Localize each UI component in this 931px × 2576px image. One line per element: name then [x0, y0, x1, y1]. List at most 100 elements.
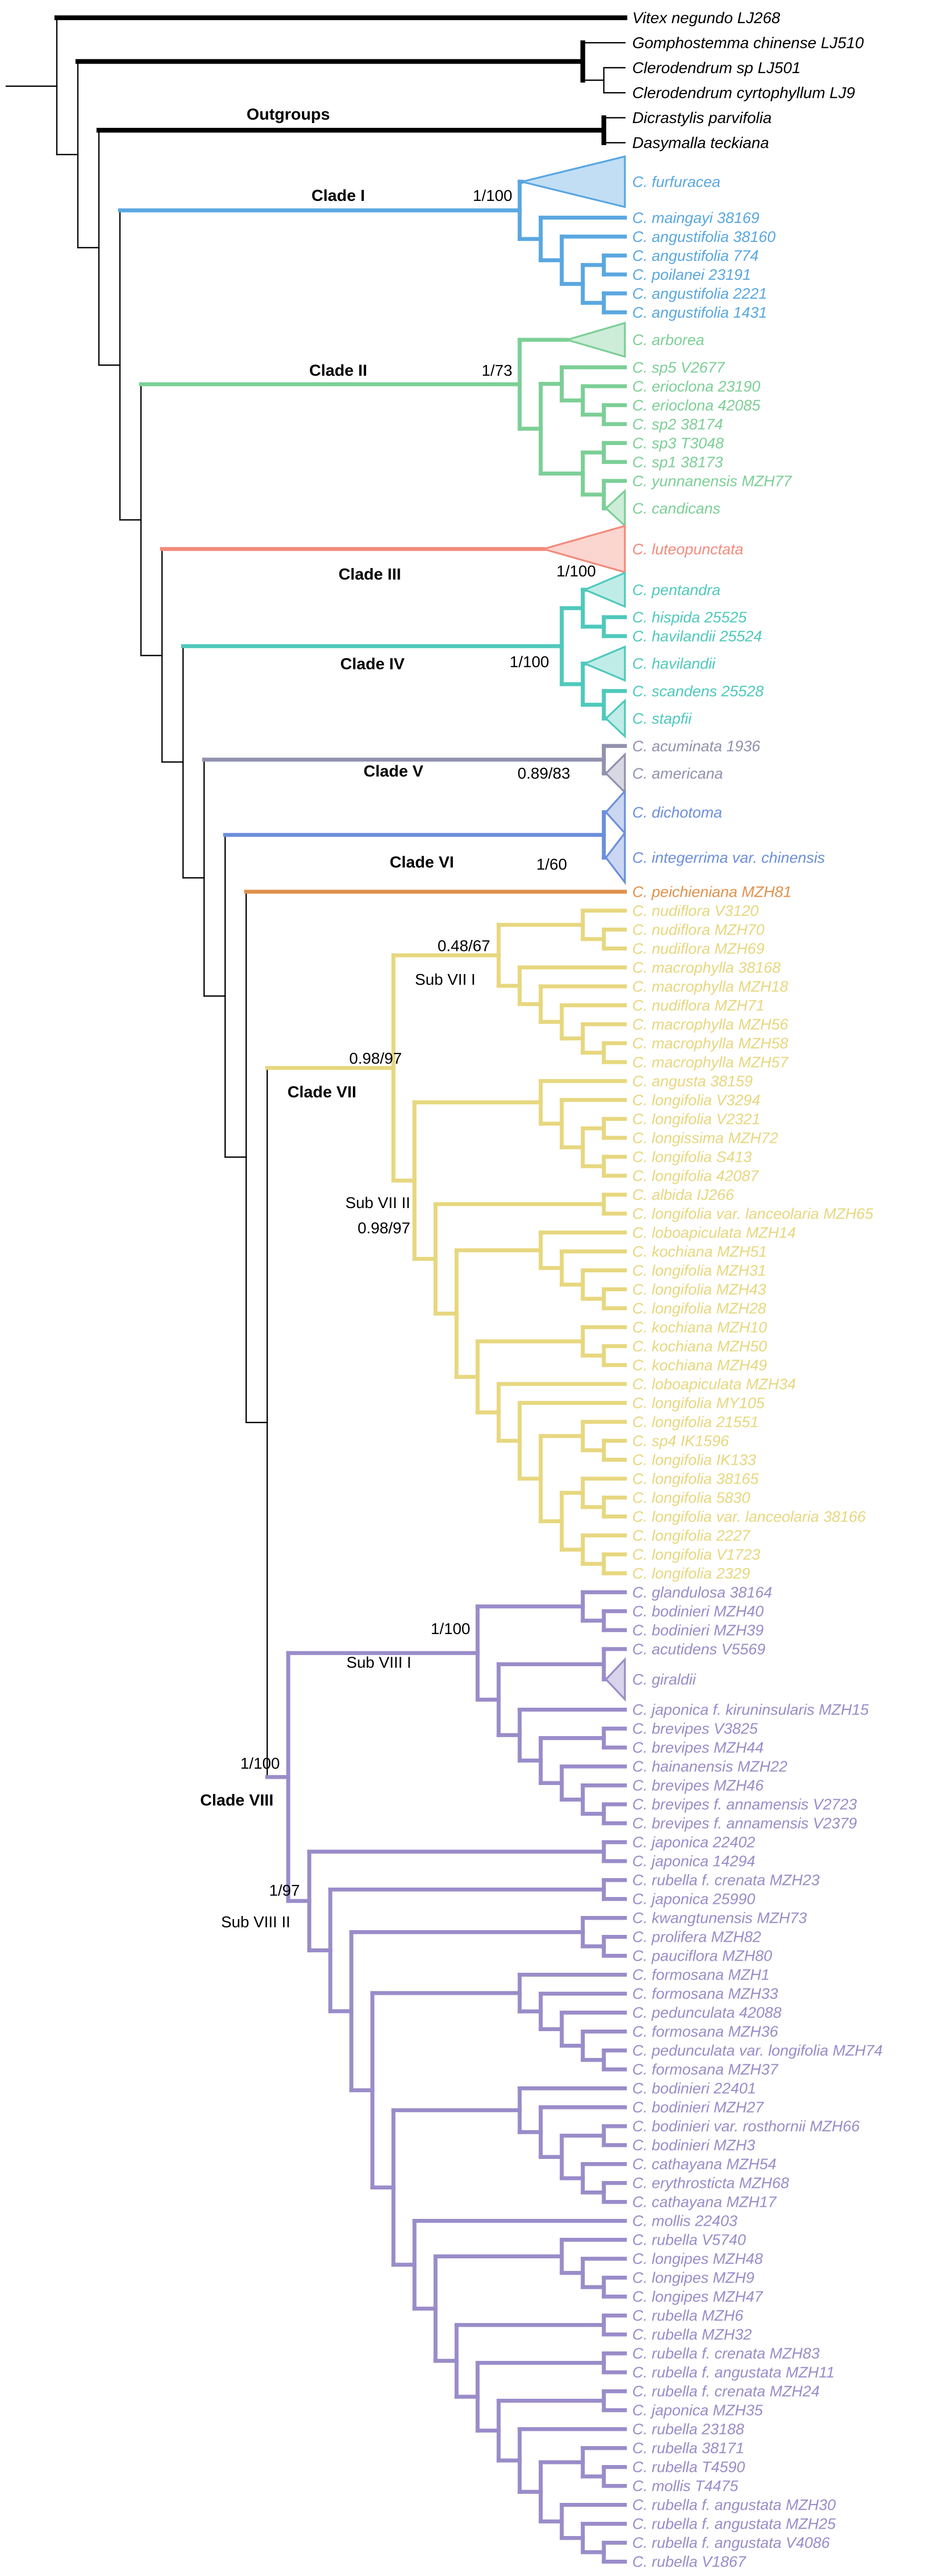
taxon-label: C. yunnanensis MZH77 [632, 473, 793, 490]
support-value: 0.89/83 [518, 765, 570, 782]
taxon-label: C. erioclona 42085 [632, 397, 761, 414]
taxon-label: C. giraldii [632, 1671, 696, 1688]
taxon-label: C. formosana MZH36 [632, 2024, 778, 2041]
taxon-label: C. bodinieri MZH3 [632, 2137, 755, 2154]
taxon-label: C. rubella f. crenata MZH24 [632, 2384, 819, 2400]
collapsed-clade-triangle [540, 524, 626, 574]
taxon-label: C. angustifolia 38160 [632, 229, 775, 246]
clade-label: Clade VIII [200, 1791, 274, 1809]
taxon-label: C. rubella f. angustata V4086 [632, 2535, 831, 2552]
support-value: 1/60 [537, 856, 567, 874]
taxon-label: C. longifolia V1723 [632, 1547, 760, 1564]
taxon-label: C. macrophylla MZH18 [632, 979, 788, 996]
collapsed-clade-triangle [582, 645, 626, 682]
clade-label: Outgroups [247, 105, 330, 124]
taxon-label: C. angustifolia 2221 [632, 286, 767, 302]
taxon-label: C. cathayana MZH54 [632, 2156, 776, 2173]
taxon-label: C. longissima MZH72 [632, 1130, 778, 1147]
taxon-label: C. sp1 38173 [632, 454, 723, 471]
taxon-label: C. longifolia 21551 [632, 1414, 758, 1431]
clade-label: Clade IV [340, 655, 405, 673]
taxon-label: C. brevipes f. annamensis V2379 [632, 1816, 857, 1832]
taxon-label: C. brevipes f. annamensis V2723 [632, 1797, 857, 1813]
taxon-label: C. nudiflora MZH71 [632, 998, 764, 1015]
taxon-label: C. pedunculata 42088 [632, 2005, 782, 2022]
collapsed-clade-triangle [563, 321, 626, 358]
taxon-label: C. nudiflora MZH69 [632, 941, 764, 958]
taxon-label: C. rubella f. angustata MZH11 [632, 2365, 835, 2381]
clade-label: Clade VII [288, 1083, 357, 1101]
taxon-label: C. longifolia 42087 [632, 1168, 760, 1185]
support-value: 1/100 [510, 654, 549, 671]
clade-label: Sub VIII I [347, 1654, 411, 1671]
taxon-label: C. glandulosa 38164 [632, 1585, 772, 1601]
taxon-label: C. stapfii [632, 711, 692, 727]
taxon-label: C. loboapiculata MZH34 [632, 1376, 796, 1393]
clade-label: Sub VII II [346, 1194, 410, 1212]
taxon-label: C. peichieniana MZH81 [632, 884, 792, 901]
taxon-label: C. longifolia MZH31 [632, 1263, 766, 1280]
taxon-label: Gomphostemma chinense LJ510 [632, 34, 864, 52]
taxon-label: C. longifolia MZH28 [632, 1301, 766, 1317]
taxon-label: C. rubella V1867 [632, 2554, 747, 2571]
taxon-label: C. integerrima var. chinensis [632, 850, 825, 867]
taxon-label: C. arborea [632, 332, 704, 349]
taxon-label: C. sp4 IK1596 [632, 1433, 730, 1450]
taxon-label: C. longifolia 2329 [632, 1566, 750, 1583]
support-value: 1/97 [269, 1882, 300, 1900]
taxon-label: C. bodinieri 22401 [632, 2081, 756, 2097]
support-value: 1/100 [556, 563, 596, 580]
taxon-label: C. kochiana MZH51 [632, 1244, 767, 1261]
taxon-label: C. luteopunctata [632, 541, 743, 558]
taxon-label: C. japonica MZH35 [632, 2402, 763, 2419]
clade-label: Clade V [363, 762, 423, 780]
taxon-label: Vitex negundo LJ268 [632, 9, 781, 27]
taxon-label: C. bodinieri MZH27 [632, 2100, 765, 2116]
taxon-label: C. erioclona 23190 [632, 378, 760, 395]
taxon-label: C. sp5 V2677 [632, 359, 726, 376]
collapsed-clade-triangle [582, 571, 626, 608]
collapsed-clade-triangle [604, 830, 626, 885]
taxon-label: C. formosana MZH1 [632, 1967, 770, 1984]
taxon-label: C. acutidens V5569 [632, 1641, 765, 1658]
taxon-label: C. nudiflora MZH70 [632, 922, 764, 939]
taxon-label: C. angusta 38159 [632, 1073, 753, 1090]
taxon-label: C. angustifolia 1431 [632, 305, 767, 321]
taxon-label: C. longifolia S413 [632, 1149, 752, 1166]
taxon-label: C. brevipes MZH44 [632, 1740, 764, 1757]
taxon-label: C. pedunculata var. longifolia MZH74 [632, 2043, 883, 2060]
taxon-label: C. albida IJ266 [632, 1187, 734, 1204]
clade-label: Clade III [339, 565, 401, 583]
clade-label: Clade VI [390, 853, 454, 871]
collapsed-clade-triangle [604, 698, 626, 739]
taxon-label: C. mollis 22403 [632, 2213, 737, 2230]
taxon-label: C. kochiana MZH49 [632, 1357, 767, 1374]
taxon-label: C. japonica 25990 [632, 1891, 755, 1908]
clade-label: Sub VIII II [221, 1914, 290, 1931]
taxon-label: C. scandens 25528 [632, 683, 764, 700]
taxon-label: C. macrophylla MZH56 [632, 1017, 788, 1033]
collapsed-clade-triangle [604, 489, 626, 528]
taxon-label: C. longifolia V3294 [632, 1092, 760, 1109]
taxon-label: C. macrophylla 38168 [632, 960, 781, 977]
taxon-label: C. rubella 23188 [632, 2421, 744, 2438]
taxon-label: Clerodendrum cyrtophyllum LJ9 [632, 84, 855, 102]
taxon-label: C. pentandra [632, 582, 721, 599]
taxon-label: C. bodinieri var. rosthornii MZH66 [632, 2118, 860, 2135]
taxon-label: C. macrophylla MZH58 [632, 1036, 788, 1052]
taxon-label: C. erythrosticta MZH68 [632, 2175, 789, 2192]
taxon-label: C. longipes MZH47 [632, 2289, 764, 2306]
taxon-label: C. longifolia 2227 [632, 1528, 751, 1545]
support-value: 0.98/97 [358, 1220, 410, 1237]
collapsed-clade-triangle [604, 1657, 626, 1702]
taxon-label: C. poilanei 23191 [632, 267, 751, 283]
taxon-label: C. maingayi 38169 [632, 210, 760, 227]
taxon-label: C. nudiflora V3120 [632, 903, 758, 920]
taxon-label: C. rubella f. angustata MZH25 [632, 2516, 836, 2533]
taxon-label: C. hispida 25525 [632, 610, 747, 626]
support-value: 0.98/97 [349, 1050, 402, 1068]
support-value: 1/100 [431, 1620, 470, 1638]
support-value: 1/100 [240, 1755, 280, 1772]
taxon-label: C. mollis T4475 [632, 2478, 738, 2495]
